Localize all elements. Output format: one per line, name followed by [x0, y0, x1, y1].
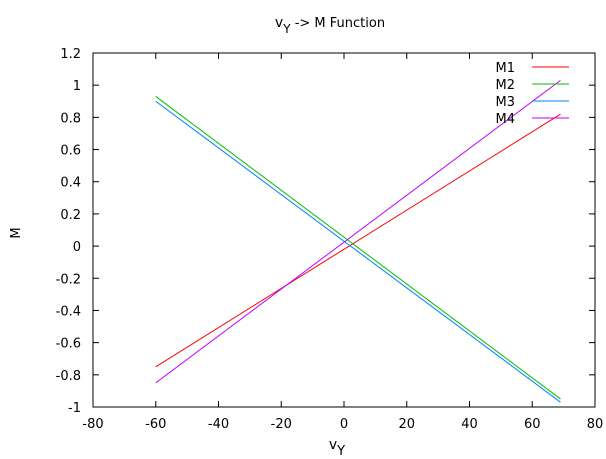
x-axis-label: vY: [329, 437, 345, 459]
legend: M1 M2 M3 M4: [496, 61, 569, 127]
x-tick-label: 80: [587, 417, 604, 432]
x-tick-label: 0: [340, 417, 348, 432]
series-line-m3: [155, 100, 561, 403]
series-line-m2: [155, 96, 561, 400]
series-line-m4: [155, 79, 561, 384]
x-tick-label: -40: [208, 417, 229, 432]
chart-title: vY -> M Function: [275, 15, 385, 36]
chart-title-sub: Y: [282, 22, 291, 36]
x-tick-label: 60: [524, 417, 541, 432]
y-axis-label: M: [9, 227, 24, 238]
x-axis-label-sub: Y: [336, 444, 345, 459]
y-tick-label: 0.2: [60, 208, 81, 223]
y-tick-label: 0.4: [60, 176, 81, 191]
legend-label-m1: M1: [496, 61, 516, 76]
x-tick-label: -80: [82, 417, 103, 432]
y-tick-label: -0.4: [56, 304, 81, 319]
y-tick-label: 1: [73, 79, 81, 94]
x-tick-label: 40: [461, 417, 478, 432]
x-tick-label: -20: [271, 417, 292, 432]
x-tick-label: -60: [145, 417, 166, 432]
y-tick-label: -0.8: [56, 369, 81, 384]
legend-label-m4: M4: [496, 112, 516, 127]
y-tick-label: 1.2: [60, 47, 81, 62]
series-line-m1: [155, 113, 561, 368]
x-tick-label: 20: [398, 417, 415, 432]
legend-label-m2: M2: [496, 78, 516, 93]
y-tick-label: 0: [73, 240, 81, 255]
y-tick-label: -1: [68, 401, 81, 416]
x-axis-label-main: v: [329, 437, 337, 453]
axis-ticks: -80 -60 -40 -20 0 20 40 60 80 -1 -0.8 -0.6 -0.4 -0.2 0…: [56, 47, 604, 432]
chart-title-rest: -> M Function: [291, 16, 386, 31]
y-tick-label: -0.6: [56, 337, 81, 352]
legend-label-m3: M3: [496, 95, 516, 110]
y-tick-label: 0.8: [60, 111, 81, 126]
series-lines: [155, 79, 561, 403]
y-tick-label: -0.2: [56, 272, 81, 287]
chart-title-main: v: [275, 15, 283, 31]
y-tick-label: 0.6: [60, 144, 81, 159]
